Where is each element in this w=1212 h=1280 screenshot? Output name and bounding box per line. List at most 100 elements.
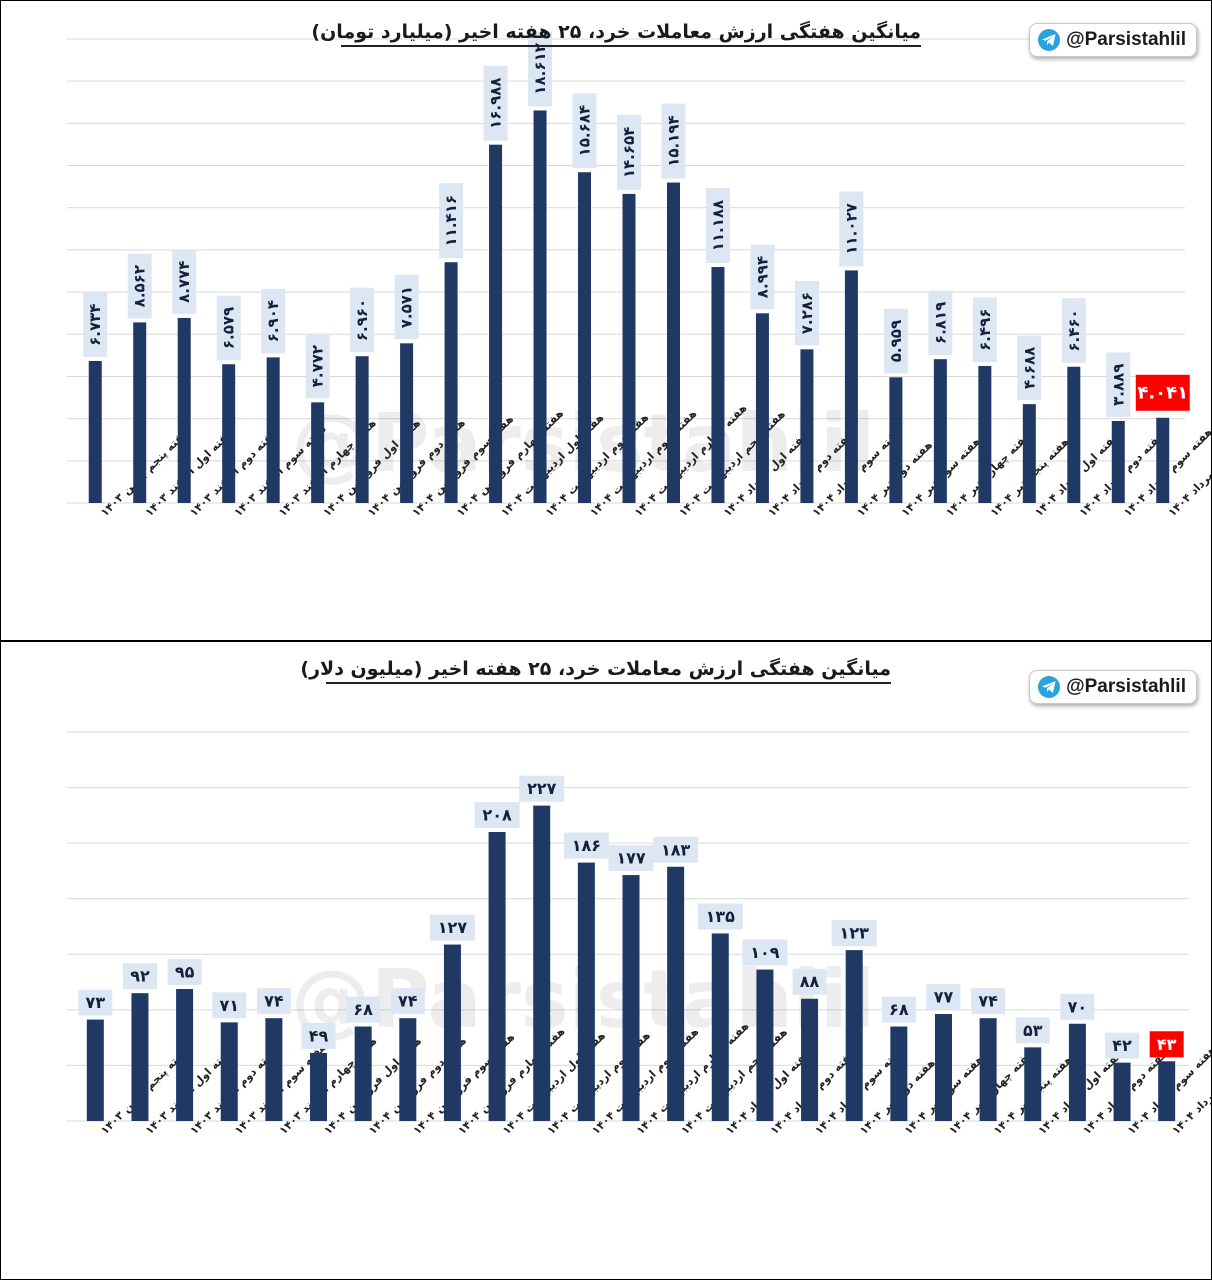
data-label: ۱۳۵ bbox=[706, 907, 736, 926]
data-label-box bbox=[167, 959, 202, 986]
data-label: ۶۸ bbox=[353, 1000, 373, 1019]
bar bbox=[801, 998, 819, 1121]
telegram-badge[interactable]: @Parsistahlil bbox=[1029, 23, 1197, 57]
bar bbox=[1067, 366, 1081, 503]
bar bbox=[711, 933, 729, 1121]
data-label: ۶.۸۱۹ bbox=[931, 302, 949, 344]
data-label-box bbox=[1015, 1017, 1050, 1044]
data-label-box bbox=[261, 288, 286, 354]
bar bbox=[577, 862, 595, 1121]
data-label: ۱۱.۰۲۷ bbox=[842, 203, 860, 254]
bar bbox=[711, 267, 725, 503]
data-label-box bbox=[346, 996, 381, 1023]
data-label-box bbox=[972, 297, 997, 362]
data-label: ۱۲۷ bbox=[438, 918, 468, 937]
bar bbox=[177, 317, 191, 503]
telegram-icon bbox=[1038, 29, 1061, 51]
bar bbox=[354, 1026, 372, 1121]
bar bbox=[890, 1026, 908, 1121]
data-label: ۲۰۸ bbox=[482, 806, 512, 825]
data-label-box bbox=[881, 996, 916, 1023]
bar bbox=[489, 144, 503, 503]
data-label-box bbox=[661, 103, 686, 179]
bar bbox=[443, 944, 461, 1121]
data-label: ۷.۵۷۱ bbox=[398, 286, 416, 328]
bar bbox=[533, 110, 547, 504]
data-label: ۸.۵۶۲ bbox=[131, 265, 149, 307]
data-label: ۹۲ bbox=[130, 967, 150, 986]
data-label-box bbox=[256, 988, 291, 1015]
bar bbox=[222, 364, 236, 503]
data-label-box bbox=[928, 290, 953, 356]
data-label-box bbox=[301, 1022, 336, 1049]
bar bbox=[1111, 420, 1125, 503]
bar bbox=[756, 969, 774, 1121]
data-label-box bbox=[390, 988, 425, 1015]
data-label: ۴.۰۴۱ bbox=[1137, 382, 1188, 403]
data-label: ۱۵.۱۹۴ bbox=[664, 115, 682, 166]
data-label-box bbox=[831, 920, 877, 947]
data-label-box bbox=[172, 249, 197, 314]
data-label-box bbox=[474, 802, 520, 829]
data-label: ۶۸ bbox=[889, 1000, 909, 1019]
bar bbox=[667, 866, 685, 1121]
data-label-box bbox=[83, 292, 108, 357]
bar bbox=[800, 349, 814, 503]
data-label-box bbox=[483, 65, 508, 141]
data-label: ۶.۴۶۰ bbox=[1065, 309, 1083, 351]
chart-title: میانگین هفتگی ارزش معاملات خرد، ۲۵ هفته … bbox=[300, 658, 891, 684]
data-label: ۱۸۳ bbox=[661, 840, 691, 859]
data-label: ۱۱.۱۸۸ bbox=[709, 200, 727, 251]
bar bbox=[355, 356, 369, 503]
data-label: ۱۸۶ bbox=[572, 836, 601, 855]
data-label-box bbox=[439, 183, 464, 259]
bar bbox=[1022, 404, 1036, 503]
bar bbox=[979, 1018, 997, 1121]
data-label: ۵.۹۵۹ bbox=[887, 320, 905, 362]
bar bbox=[265, 1018, 283, 1121]
bar bbox=[131, 993, 149, 1121]
data-label-box bbox=[1135, 374, 1190, 411]
data-label-box bbox=[705, 188, 730, 264]
bar bbox=[622, 193, 636, 503]
data-label: ۶.۷۳۴ bbox=[86, 304, 104, 346]
data-label-box bbox=[394, 274, 419, 340]
bar bbox=[311, 402, 325, 503]
data-label: ۵۳ bbox=[1023, 1021, 1043, 1040]
data-label: ۴.۶۸۸ bbox=[1020, 347, 1038, 389]
telegram-handle: @Parsistahlil bbox=[1066, 676, 1186, 697]
data-label: ۱۶.۹۸۸ bbox=[487, 77, 505, 128]
data-label-box bbox=[1105, 1032, 1140, 1059]
bar bbox=[88, 360, 102, 503]
data-label: ۷۴ bbox=[398, 992, 418, 1011]
bar bbox=[310, 1052, 328, 1121]
data-label: ۸۸ bbox=[800, 972, 820, 991]
data-label: ۷۳ bbox=[86, 993, 106, 1012]
bar bbox=[533, 805, 551, 1121]
data-label: ۹۵ bbox=[175, 963, 195, 982]
data-label: ۱۴.۶۵۴ bbox=[620, 127, 638, 178]
data-label-box bbox=[697, 903, 743, 930]
bar bbox=[133, 322, 147, 503]
data-label: ۶.۴۹۶ bbox=[976, 309, 994, 351]
data-label-box bbox=[563, 832, 609, 859]
data-label-box bbox=[1060, 993, 1095, 1020]
data-label-box bbox=[572, 93, 597, 169]
data-label: ۸.۹۹۴ bbox=[753, 256, 771, 298]
telegram-badge[interactable]: @Parsistahlil bbox=[1029, 670, 1197, 704]
bar bbox=[578, 172, 592, 503]
data-label: ۶.۵۷۹ bbox=[220, 307, 238, 349]
data-label-box bbox=[1061, 298, 1086, 363]
bar bbox=[1158, 1061, 1176, 1121]
data-label-box bbox=[792, 968, 827, 995]
bar bbox=[176, 989, 194, 1121]
chart-title: میانگین هفتگی ارزش معاملات خرد، ۲۵ هفته … bbox=[311, 21, 921, 47]
data-label-box bbox=[78, 989, 113, 1016]
data-label: ۱۷۷ bbox=[616, 849, 646, 868]
data-label-box bbox=[971, 988, 1006, 1015]
data-label: ۱۸.۶۱۲ bbox=[531, 43, 549, 94]
data-label-box bbox=[305, 333, 330, 399]
